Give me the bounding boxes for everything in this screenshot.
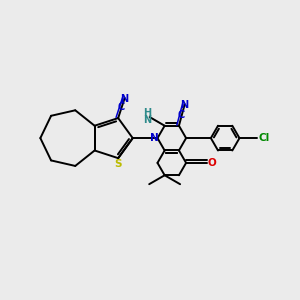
Text: S: S [114,159,122,169]
Text: O: O [208,158,217,168]
Text: N: N [180,100,188,110]
Text: C: C [118,102,125,112]
Text: Cl: Cl [258,133,269,143]
Text: N: N [150,133,159,143]
Text: N: N [144,115,152,125]
Text: C: C [178,110,185,120]
Text: H: H [144,108,152,118]
Text: N: N [120,94,128,104]
